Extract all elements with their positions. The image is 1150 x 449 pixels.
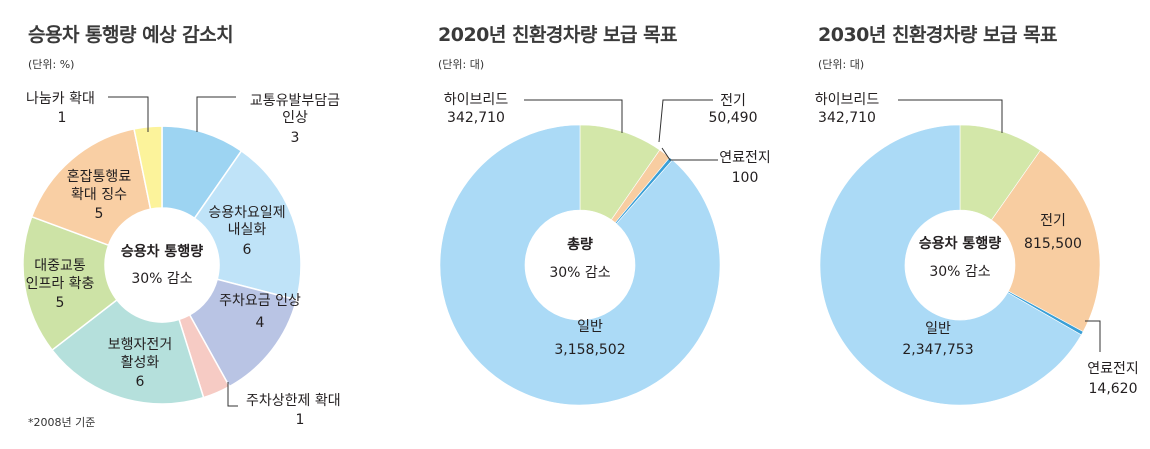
footnote: *2008년 기준 — [28, 416, 96, 429]
slice-label-2: 전기 — [720, 93, 746, 109]
slice-label-4: 주차상한제 확대 — [246, 393, 341, 409]
slice-value-3: 4 — [256, 315, 265, 331]
slice-value-1: 3 — [291, 130, 300, 146]
slice-label-3: 주차요금 인상 — [219, 293, 301, 309]
slice-value-3: 100 — [732, 170, 759, 186]
slice-value-1: 342,710 — [818, 110, 876, 126]
slice-value-1: 342,710 — [447, 110, 505, 126]
slice-value-8: 1 — [58, 110, 67, 126]
slice-label-2: 전기 — [1040, 213, 1066, 229]
slice-2 — [991, 149, 1101, 333]
slice-label-4: 일반 — [577, 319, 603, 335]
center-label-2: 30% 감소 — [929, 264, 990, 280]
leader-line-1 — [524, 99, 623, 133]
slice-4 — [439, 124, 721, 406]
leader-line-1 — [898, 99, 1003, 133]
chart3-title: 2030년 친환경차량 보급 목표 — [818, 24, 1058, 46]
slice-label-8: 나눔카 확대 — [26, 91, 95, 107]
slice-label-7: 확대 징수 — [71, 187, 127, 203]
chart3-donut: 승용차 통행량 30% 감소 하이브리드 342,710 전기 815,500 연료전지 14… — [815, 92, 1139, 406]
slice-label-3: 연료전지 — [719, 150, 771, 166]
center-label-1: 총량 — [567, 237, 593, 253]
slice-label-6: 인프라 확충 — [26, 276, 95, 292]
center-label-2: 30% 감소 — [549, 265, 610, 281]
slice-value-6: 5 — [56, 295, 65, 311]
slice-value-4: 2,347,753 — [902, 342, 973, 358]
slice-label-1: 인상 — [282, 110, 308, 126]
chart1-title: 승용차 통행량 예상 감소치 — [28, 24, 234, 46]
slice-label-1: 하이브리드 — [815, 92, 880, 108]
leader-line-3 — [661, 147, 718, 161]
leader-line-4 — [227, 382, 238, 407]
slice-value-4: 3,158,502 — [554, 342, 625, 358]
slice-value-3: 14,620 — [1089, 381, 1138, 397]
slice-label-5: 보행자전거 — [108, 337, 172, 353]
chart2-title: 2020년 친환경차량 보급 목표 — [438, 24, 678, 46]
slice-label-1: 교통유발부담금 — [250, 93, 340, 109]
leader-line-8 — [108, 96, 149, 132]
slice-label-4: 일반 — [925, 321, 951, 337]
chart3-unit: (단위: 대) — [818, 58, 865, 71]
chart1-unit: (단위: %) — [28, 58, 75, 71]
slice-2 — [193, 149, 302, 301]
slice-label-2: 내실화 — [228, 222, 267, 238]
center-label-1: 승용차 통행량 — [919, 236, 1001, 252]
slice-label-6: 대중교통 — [34, 258, 86, 274]
center-label-2: 30% 감소 — [131, 271, 192, 287]
leader-line-1 — [196, 96, 236, 132]
slice-label-1: 하이브리드 — [444, 92, 509, 108]
chart2-unit: (단위: 대) — [438, 58, 485, 71]
slice-label-5: 활성화 — [121, 355, 160, 371]
leader-line-2 — [658, 99, 713, 143]
slice-value-2: 6 — [243, 242, 252, 258]
slice-7 — [30, 127, 152, 247]
slice-value-5: 6 — [136, 374, 145, 390]
slice-8 — [133, 125, 163, 211]
slice-4 — [819, 124, 1082, 406]
slice-label-3: 연료전지 — [1087, 361, 1139, 377]
slice-value-7: 5 — [95, 206, 104, 222]
center-label-1: 승용차 통행량 — [121, 244, 203, 260]
slice-value-2: 50,490 — [709, 110, 758, 126]
slice-label-7: 혼잡통행료 — [67, 169, 132, 185]
slice-label-2: 승용차요일제 — [208, 205, 285, 221]
slice-6 — [22, 215, 118, 352]
slice-5 — [51, 298, 205, 405]
slice-value-2: 815,500 — [1024, 236, 1082, 252]
leader-line-3 — [1085, 320, 1101, 352]
slice-value-4: 1 — [296, 412, 305, 428]
